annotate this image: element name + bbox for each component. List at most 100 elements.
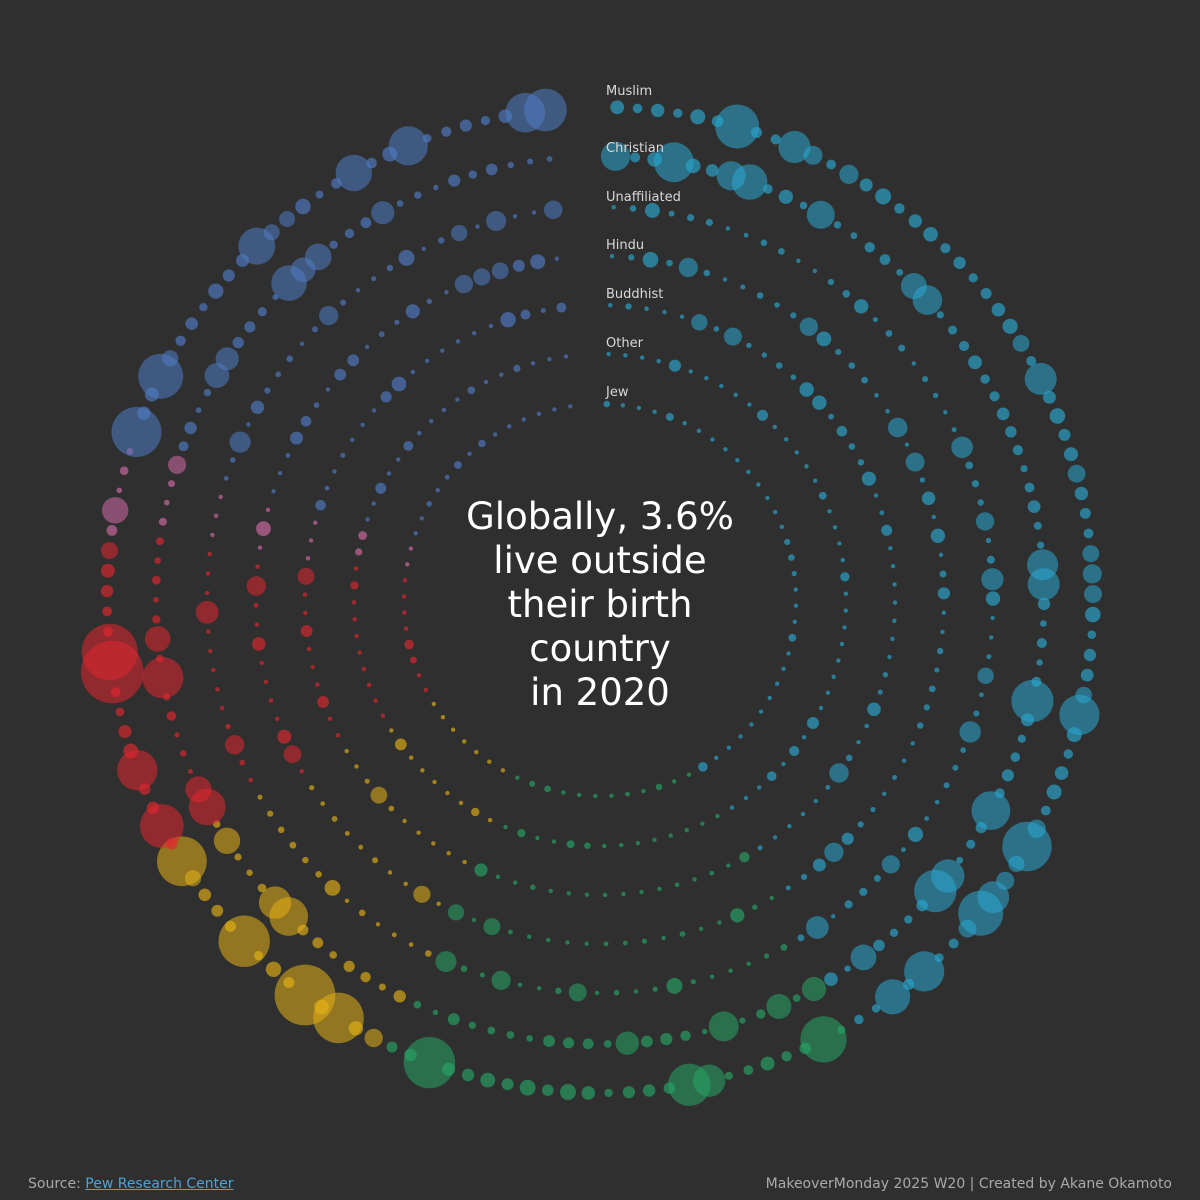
- bubble: [354, 633, 359, 639]
- bubble: [1024, 362, 1057, 395]
- bubble: [102, 626, 114, 637]
- bubble: [425, 950, 432, 957]
- bubble: [600, 141, 631, 171]
- bubble: [565, 940, 570, 945]
- bubble: [389, 728, 394, 733]
- bubble: [195, 407, 202, 414]
- bubble: [329, 240, 338, 249]
- bubble: [839, 164, 859, 184]
- bubble: [848, 443, 856, 450]
- bubble: [215, 347, 239, 371]
- bubble: [386, 1041, 398, 1053]
- bubble: [520, 309, 531, 320]
- bubble: [364, 778, 370, 784]
- bubble: [641, 1035, 653, 1048]
- bubble: [354, 764, 359, 769]
- bubble: [656, 358, 661, 364]
- bubble: [912, 285, 943, 315]
- bubble: [980, 288, 992, 299]
- bubble: [760, 239, 768, 247]
- bubble: [417, 430, 422, 436]
- bubble: [408, 942, 414, 947]
- bubble: [1054, 766, 1069, 780]
- bubble: [813, 478, 818, 483]
- bubble: [1027, 568, 1060, 601]
- ring-hindu: [246, 251, 951, 947]
- bubble: [355, 548, 363, 556]
- bubble: [512, 214, 518, 219]
- bubble: [726, 745, 732, 750]
- bubble: [146, 801, 160, 814]
- bubble: [603, 941, 609, 947]
- bubble: [386, 471, 392, 476]
- bubble: [561, 790, 566, 795]
- bubble: [772, 835, 778, 840]
- bubble: [308, 538, 314, 543]
- bubble: [404, 639, 414, 650]
- bubble: [324, 880, 341, 896]
- bubble: [824, 842, 844, 862]
- bubble: [923, 227, 938, 242]
- bubble: [480, 115, 490, 126]
- bubble: [825, 690, 831, 695]
- bubble: [698, 926, 704, 931]
- bubble: [543, 200, 563, 220]
- bubble: [717, 920, 722, 925]
- bubble: [334, 368, 347, 381]
- bubble: [797, 934, 805, 942]
- bubble: [908, 214, 922, 228]
- bubble: [380, 391, 392, 403]
- bubble: [719, 383, 724, 389]
- bubble: [640, 355, 645, 360]
- bubble: [450, 727, 456, 732]
- source-link[interactable]: Pew Research Center: [85, 1176, 234, 1192]
- bubble: [1064, 447, 1078, 462]
- bubble: [827, 509, 832, 514]
- bubble: [340, 299, 347, 306]
- bubble: [414, 191, 422, 199]
- bubble: [794, 450, 799, 455]
- bubble: [250, 400, 265, 414]
- bubble: [253, 602, 259, 608]
- bubble: [454, 461, 462, 469]
- bubble: [758, 709, 764, 714]
- bubble: [468, 1021, 476, 1029]
- bubble: [144, 626, 171, 652]
- bubble: [1082, 545, 1100, 563]
- bubble: [980, 374, 990, 384]
- bubble: [164, 499, 170, 506]
- bubble: [500, 312, 516, 328]
- bubble: [761, 352, 768, 358]
- bubble: [555, 987, 562, 994]
- bubble: [620, 403, 626, 408]
- bubble: [940, 243, 951, 254]
- bubble: [420, 768, 425, 773]
- bubble: [826, 159, 836, 170]
- bubble: [303, 610, 308, 616]
- bubble: [168, 480, 175, 488]
- bubble: [1027, 500, 1041, 513]
- bubble: [731, 164, 768, 200]
- bubble: [729, 805, 735, 810]
- bubble: [257, 883, 267, 893]
- bubble: [801, 735, 807, 740]
- bubble: [934, 799, 940, 805]
- bubble: [100, 584, 114, 598]
- bubble: [924, 816, 930, 821]
- headline-line-1: Globally, 3.6%: [466, 495, 734, 538]
- bubble: [568, 404, 573, 409]
- bubble: [198, 888, 212, 902]
- bubble: [805, 916, 829, 939]
- bubble: [956, 856, 964, 864]
- bubble: [709, 870, 715, 876]
- bubble: [396, 200, 404, 207]
- bubble: [204, 590, 210, 596]
- bubble: [320, 801, 326, 806]
- bubble: [536, 411, 542, 416]
- bubble: [633, 989, 639, 994]
- bubble: [896, 268, 904, 276]
- credit-footer: MakeoverMonday 2025 W20 | Created by Aka…: [765, 1176, 1172, 1192]
- bubble: [479, 972, 485, 978]
- bubble: [660, 1032, 673, 1046]
- bubble: [467, 386, 476, 395]
